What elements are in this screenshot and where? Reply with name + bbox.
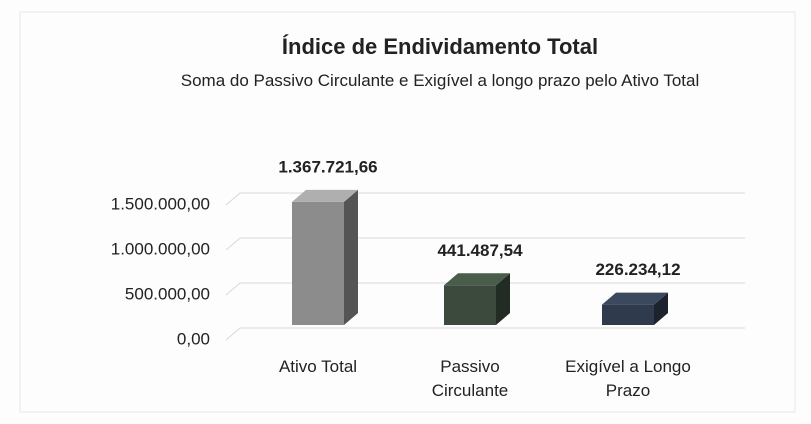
y-tick-label: 1.000.000,00 — [111, 239, 210, 258]
grid-line — [225, 192, 745, 206]
x-tick-label: Exigível a Longo Prazo — [565, 357, 691, 400]
bar-side — [344, 189, 358, 325]
frame — [19, 11, 796, 413]
x-tick-label: Ativo Total — [278, 357, 358, 376]
x-tick-label: Passivo Circulante — [431, 357, 509, 400]
y-tick-label: 1.500.000,00 — [111, 194, 210, 213]
bar — [292, 201, 344, 325]
y-tick-label: 500.000,00 — [125, 284, 210, 303]
bar-side — [654, 292, 668, 325]
data-label: 226.234,12 — [595, 260, 680, 279]
grid-line — [225, 282, 745, 296]
y-tick-label: 0,00 — [177, 329, 210, 348]
chart-subtitle: Soma do Passivo Circulante e Exigível a … — [180, 71, 700, 90]
chart-title: Índice de Endividamento Total — [282, 34, 598, 59]
bar — [602, 304, 654, 325]
grid-line — [225, 327, 745, 341]
data-label: 1.367.721,66 — [278, 157, 377, 176]
grid-line — [225, 237, 745, 251]
bar-top — [292, 189, 358, 202]
bar-top — [444, 273, 510, 286]
data-label: 441.487,54 — [437, 241, 523, 260]
bar-top — [602, 292, 668, 305]
bar — [444, 285, 496, 325]
bar-side — [496, 273, 510, 325]
